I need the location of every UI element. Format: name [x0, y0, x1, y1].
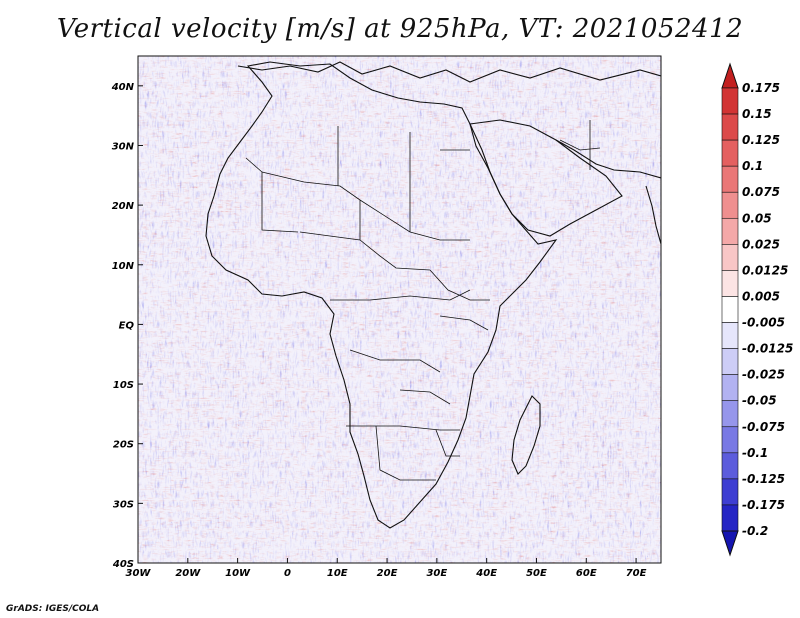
colorbar-swatch	[721, 165, 739, 193]
map-title: Vertical velocity [m/s] at 925hPa, VT: 2…	[56, 14, 744, 44]
country-borders	[245, 120, 601, 481]
vertical-velocity-field	[138, 56, 661, 563]
y-tick-label: 20N	[112, 201, 135, 212]
colorbar-bottom-arrow	[721, 530, 739, 557]
x-tick-label: 20W	[175, 568, 201, 579]
y-tick-label: 30S	[113, 499, 134, 510]
colorbar-label: 0.0125	[742, 263, 788, 277]
x-tick-label: 40E	[475, 568, 497, 579]
colorbar-label: 0.005	[742, 289, 780, 303]
colorbar-label: -0.0125	[742, 342, 793, 356]
europe-coastline	[237, 61, 661, 83]
x-tick-label: 10E	[327, 568, 348, 579]
colorbar-swatch	[721, 426, 739, 454]
colorbar-swatch	[721, 348, 739, 375]
x-tick-label: 60E	[576, 568, 597, 579]
x-tick-label: 30W	[126, 568, 152, 579]
x-tick-label: 30E	[426, 568, 447, 579]
colorbar-swatch	[721, 87, 739, 115]
colorbar-label: 0.075	[742, 185, 780, 199]
colorbar-swatch	[721, 400, 739, 428]
colorbar-top-arrow	[721, 62, 739, 89]
colorbar-label: 0.125	[742, 133, 780, 147]
y-tick-label: 40S	[112, 559, 134, 570]
colorbar-swatch	[721, 217, 739, 245]
colorbar-label: -0.005	[742, 316, 785, 330]
colorbar-swatch	[721, 113, 739, 141]
colorbar-label: -0.05	[742, 394, 777, 408]
persian-gulf-coastline	[555, 139, 661, 179]
longitude-axis: 30W 20W 10W 0 10E 20E 30E 40E 50E 60E 70E	[126, 558, 647, 579]
colorbar-swatch	[721, 139, 739, 167]
colorbar-swatch	[721, 270, 739, 297]
colorbar-swatch	[721, 191, 739, 219]
map-figure: 30W 20W 10W 0 10E 20E 30E 40E 50E 60E 70E 40N 30N 20…	[111, 55, 793, 579]
x-tick-label: 0	[284, 568, 291, 579]
y-tick-label: EQ	[119, 320, 135, 331]
credit-text: GrADS: IGES/COLA	[6, 604, 100, 614]
colorbar-swatch	[721, 374, 739, 402]
x-tick-label: 50E	[526, 568, 547, 579]
colorbar-label: 0.15	[742, 107, 772, 121]
colorbar-label: -0.2	[742, 524, 768, 538]
colorbar-swatch	[721, 504, 739, 532]
y-tick-label: 10S	[113, 380, 134, 391]
y-tick-label: 10N	[112, 261, 135, 272]
latitude-axis: 40N 30N 20N 10N EQ 10S 20S 30S 40S	[111, 82, 143, 570]
colorbar: 0.175 0.15 0.125 0.1 0.075 0.05 0.025 0.0125 0.0…	[721, 62, 793, 557]
x-tick-label: 10W	[225, 568, 251, 579]
colorbar-label: 0.1	[742, 159, 763, 173]
colorbar-label: 0.05	[742, 211, 772, 225]
colorbar-swatch	[721, 322, 739, 349]
colorbar-label: -0.075	[742, 420, 785, 434]
madagascar-coastline	[511, 395, 541, 475]
colorbar-label: -0.1	[742, 446, 768, 460]
colorbar-swatch	[721, 244, 739, 271]
colorbar-swatch	[721, 478, 739, 506]
colorbar-label: 0.175	[742, 81, 780, 95]
y-tick-label: 20S	[113, 440, 134, 451]
india-coastline	[645, 185, 661, 245]
x-tick-label: 70E	[626, 568, 647, 579]
arabia-coastline	[469, 119, 623, 237]
coastline-outline	[205, 61, 661, 529]
y-tick-label: 40N	[111, 82, 135, 93]
colorbar-swatch	[721, 296, 739, 323]
colorbar-label: -0.125	[742, 472, 785, 486]
colorbar-label: -0.025	[742, 368, 785, 382]
y-tick-label: 30N	[112, 141, 135, 152]
plot-frame	[137, 55, 662, 564]
colorbar-label: 0.025	[742, 237, 780, 251]
x-tick-label: 20E	[377, 568, 398, 579]
colorbar-label: -0.175	[742, 498, 785, 512]
colorbar-swatch	[721, 452, 739, 480]
